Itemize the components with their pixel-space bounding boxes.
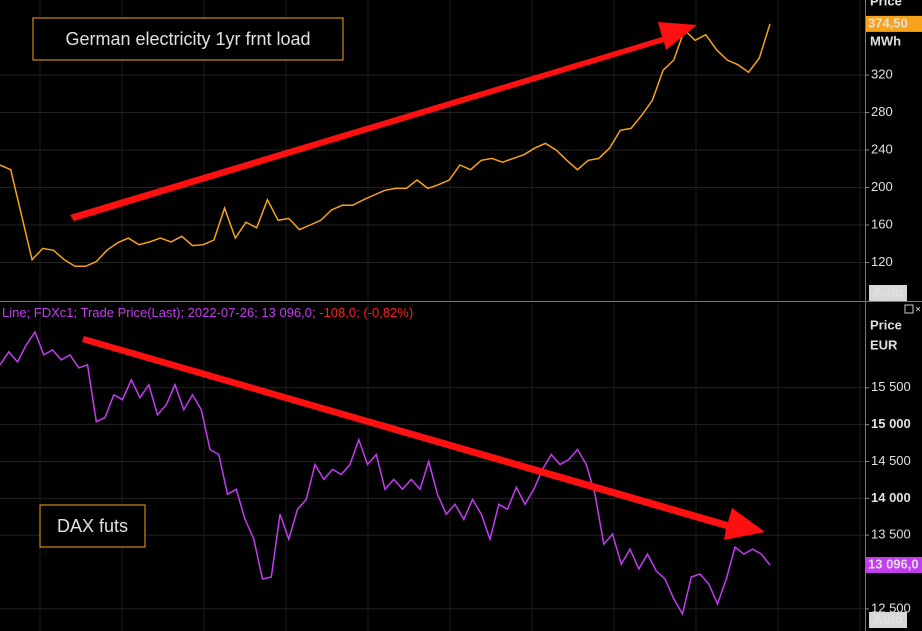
- annotation-box: [32, 17, 344, 61]
- auto-button[interactable]: [869, 612, 907, 628]
- axis-unit: EUR: [870, 337, 898, 352]
- icon[interactable]: [904, 304, 914, 314]
- axis-title: Price: [870, 0, 902, 8]
- arrow: [82, 336, 765, 540]
- price-line: [0, 330, 771, 616]
- y-tick-label: 15 500: [871, 379, 911, 394]
- price-line: [0, 23, 771, 268]
- y-tick-label: 14 500: [871, 453, 911, 468]
- last-value-label: 374,50: [868, 15, 908, 30]
- header-part: Line; FDXc1; Trade Price(Last); 2022-07-…: [2, 305, 319, 320]
- annotation: DAX futs: [57, 516, 128, 536]
- y-tick-label: 12 500: [871, 600, 911, 615]
- y-tick-label: 15 000: [871, 416, 911, 431]
- y-tick-label: 13 500: [871, 527, 911, 542]
- y-tick-label: 160: [871, 216, 893, 231]
- y-tick-label: 120: [871, 254, 893, 269]
- auto-button[interactable]: [869, 285, 907, 301]
- series-header: Line; FDXc1; Trade Price(Last); 2022-07-…: [2, 305, 413, 320]
- y-tick-label: 240: [871, 141, 893, 156]
- icon[interactable]: ×: [915, 305, 921, 316]
- auto-button-label[interactable]: Auto: [873, 611, 903, 626]
- y-tick-label: 200: [871, 179, 893, 194]
- annotation-box: [39, 504, 146, 548]
- auto-button-label[interactable]: Auto: [873, 284, 903, 299]
- y-tick-label: 14 000: [871, 490, 911, 505]
- last-value-label: 13 096,0: [868, 556, 919, 571]
- header-part: -108,0; (-0,82%): [319, 305, 413, 320]
- axis-title: Price: [870, 317, 902, 332]
- y-tick-label: 280: [871, 104, 893, 119]
- annotation: German electricity 1yr frnt load: [65, 29, 310, 49]
- y-tick-label: 320: [871, 66, 893, 81]
- arrow: [70, 22, 697, 221]
- axis-unit: MWh: [870, 33, 901, 48]
- last-value-box: [866, 15, 922, 32]
- last-value-box: [866, 556, 922, 573]
